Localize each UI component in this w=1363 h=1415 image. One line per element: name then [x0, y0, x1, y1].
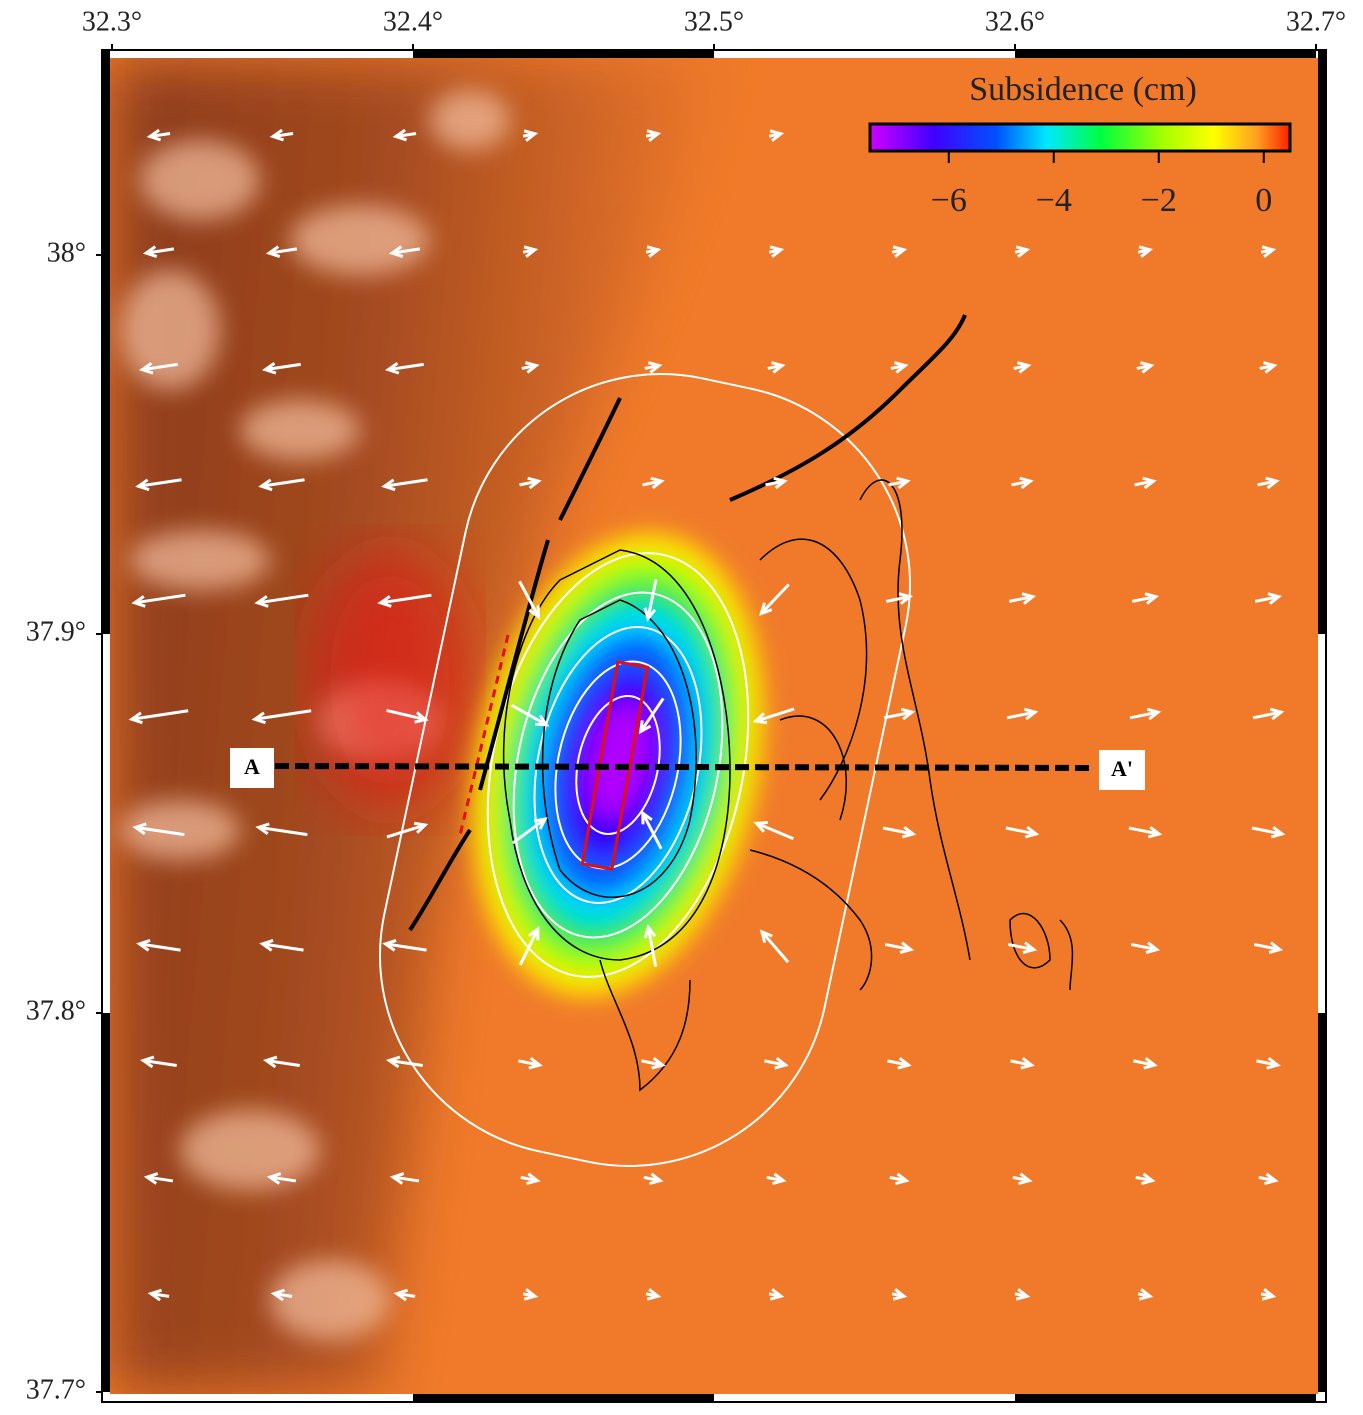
profile-end-label: A' [1111, 756, 1133, 781]
frame-bar [1318, 1013, 1326, 1392]
frame-bar [1015, 50, 1316, 58]
y-tick-label: 37.8° [26, 995, 86, 1026]
y-tick-label: 38° [47, 237, 86, 268]
x-tick-label: 32.5° [684, 6, 744, 37]
colorbar-tick-label: −2 [1141, 182, 1177, 219]
frame-bar [413, 1394, 714, 1402]
colorbar-title: Subsidence (cm) [969, 71, 1197, 108]
map-area [110, 58, 1318, 1394]
map-figure: A A' 32.3° 32.4° 32.5° 32.6° 32.7° 38° 37.9° 37… [0, 0, 1363, 1410]
x-tick-label: 32.6° [985, 6, 1045, 37]
colorbar-tick-label: −4 [1036, 182, 1072, 219]
frame-bar [413, 50, 714, 58]
red-patch [310, 550, 470, 810]
colorbar-scale [870, 124, 1290, 151]
frame-bar [1318, 50, 1326, 255]
x-tick-label: 32.3° [82, 6, 142, 37]
y-tick-label: 37.7° [26, 1374, 86, 1405]
profile-start-label: A [244, 754, 260, 779]
x-tick-label: 32.7° [1286, 6, 1346, 37]
frame-bar [102, 50, 110, 255]
frame-bar [1015, 1394, 1316, 1402]
x-tick-label: 32.4° [383, 6, 443, 37]
y-tick-label: 37.9° [26, 616, 86, 647]
frame-bar [1318, 255, 1326, 634]
frame-bar [102, 255, 110, 634]
frame-bar [102, 1013, 110, 1392]
colorbar-tick-label: 0 [1255, 182, 1272, 219]
colorbar-tick-label: −6 [931, 182, 967, 219]
